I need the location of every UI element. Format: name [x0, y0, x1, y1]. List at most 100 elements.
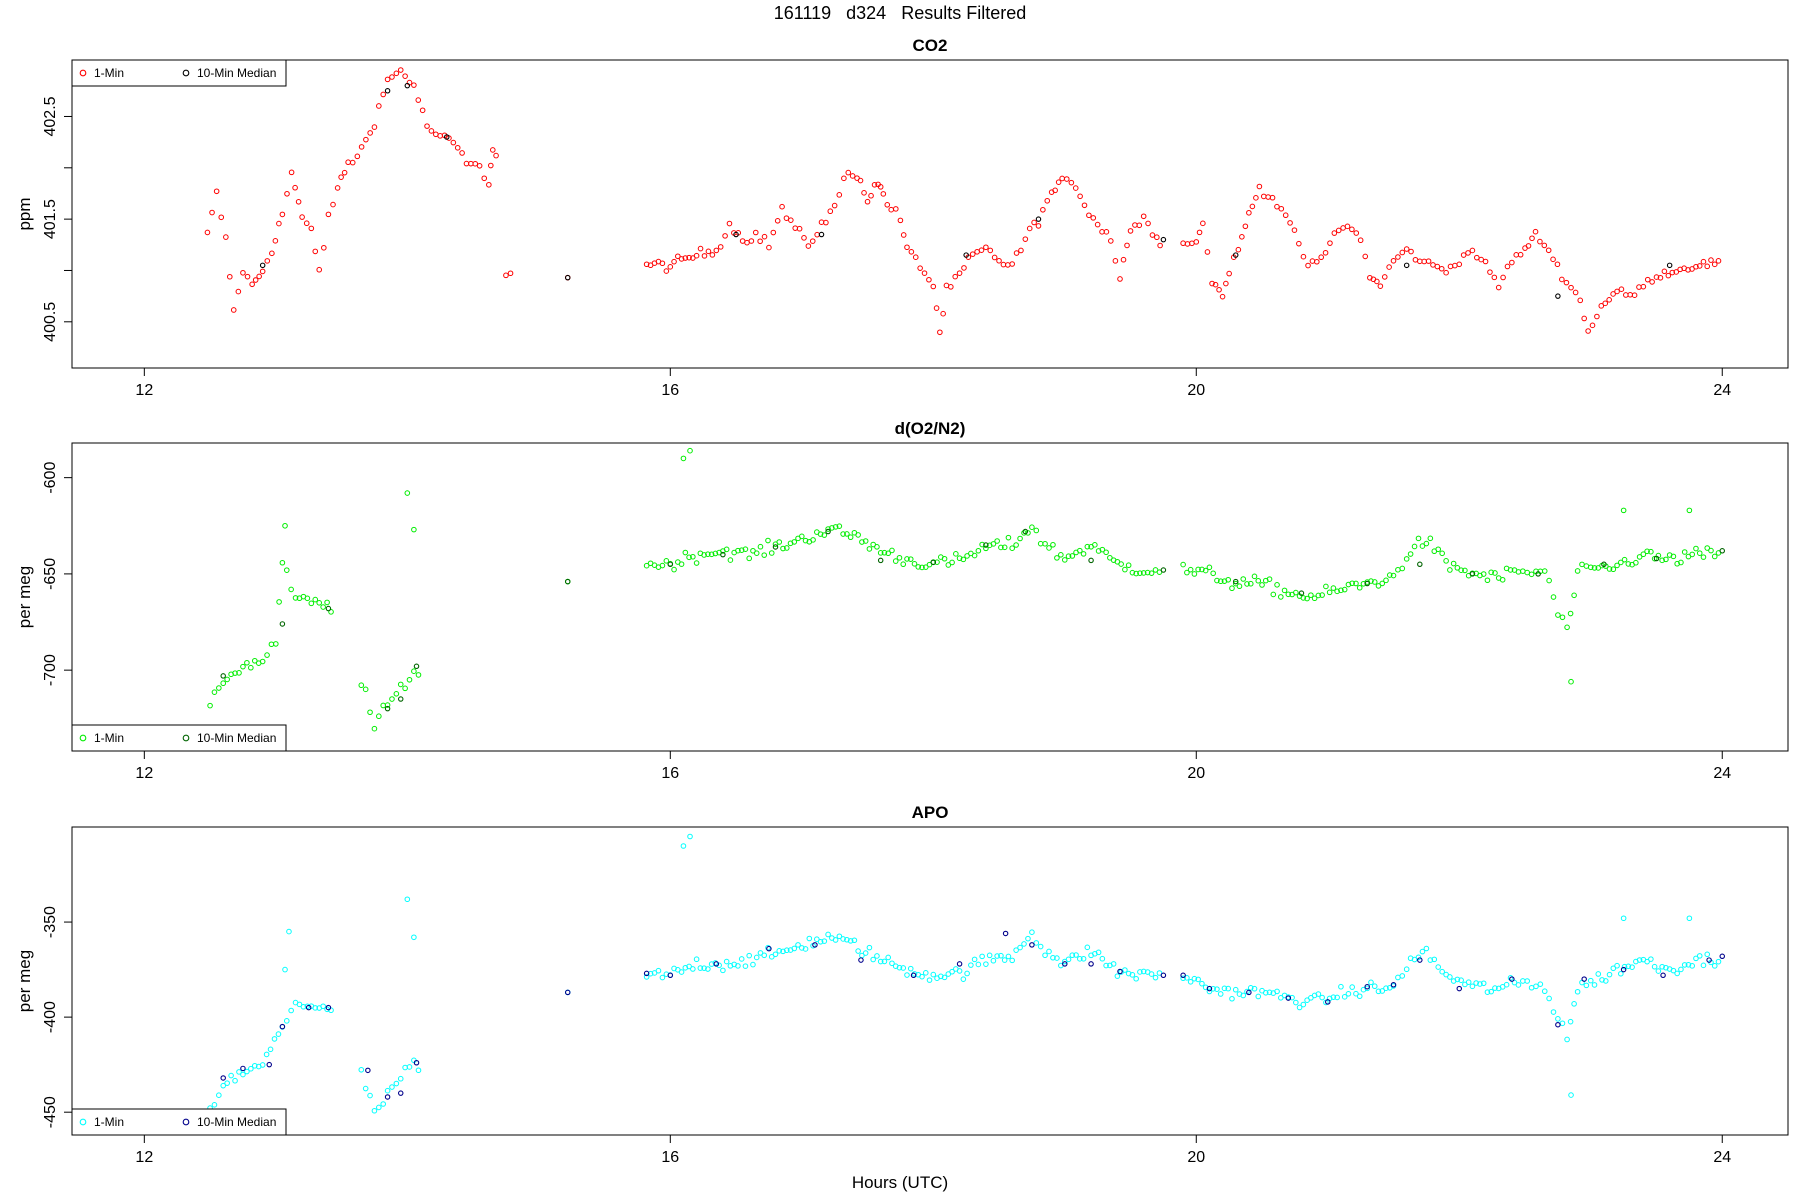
data-point	[402, 685, 408, 692]
data-point	[1210, 570, 1216, 577]
data-point	[713, 247, 720, 254]
data-point	[904, 556, 910, 562]
data-point	[1689, 963, 1695, 969]
data-point	[1278, 995, 1284, 1001]
median-point	[1062, 961, 1068, 967]
y-tick-label: 401.5	[42, 199, 59, 239]
data-point	[978, 247, 985, 253]
data-point	[1050, 541, 1056, 548]
median-point	[1390, 982, 1397, 988]
data-point	[1050, 954, 1056, 961]
data-point	[1633, 559, 1639, 566]
data-point	[1681, 549, 1688, 555]
x-tick-label: 16	[661, 1149, 679, 1166]
data-point	[776, 948, 783, 954]
data-point	[705, 248, 712, 255]
data-point	[961, 265, 967, 271]
data-point	[1568, 678, 1574, 685]
data-point	[948, 284, 954, 290]
data-point	[415, 1067, 422, 1074]
data-point	[1120, 256, 1127, 263]
data-point	[1515, 569, 1522, 575]
data-point	[840, 531, 846, 537]
median-point	[1653, 555, 1660, 562]
data-point	[705, 551, 711, 557]
data-point	[930, 283, 937, 290]
data-point	[1408, 248, 1414, 255]
data-point	[362, 686, 369, 693]
data-point	[934, 559, 940, 565]
data-point	[1504, 263, 1511, 270]
data-point	[259, 268, 266, 275]
median-point	[910, 972, 917, 979]
data-point	[345, 159, 351, 166]
data-point	[1226, 270, 1232, 277]
data-point	[1033, 940, 1040, 946]
data-point	[1017, 535, 1023, 542]
median-point	[1469, 571, 1476, 577]
data-point	[1614, 962, 1620, 969]
data-point	[798, 945, 805, 951]
data-point	[1377, 283, 1384, 289]
data-point	[1614, 562, 1620, 569]
data-point	[776, 539, 783, 545]
median-point	[1029, 942, 1035, 948]
data-point	[832, 524, 839, 530]
data-point	[847, 534, 854, 541]
data-point	[857, 177, 864, 184]
data-point	[1435, 964, 1442, 970]
data-point	[1636, 284, 1642, 290]
median-point	[1666, 262, 1673, 269]
data-point	[1278, 205, 1285, 212]
data-point	[1599, 977, 1605, 983]
data-point	[1381, 274, 1388, 280]
median-point	[384, 705, 391, 712]
data-point	[1338, 587, 1344, 594]
data-point	[1193, 239, 1200, 245]
data-point	[836, 523, 843, 529]
data-point	[224, 1080, 230, 1086]
data-point	[761, 233, 768, 240]
x-tick-label: 20	[1187, 1149, 1205, 1166]
median-point	[564, 578, 571, 585]
data-point	[1386, 572, 1393, 578]
plot-frame	[71, 442, 1789, 752]
data-point	[1434, 263, 1441, 270]
data-point	[1129, 972, 1136, 978]
one-min-points	[204, 67, 1722, 336]
data-point	[1374, 278, 1380, 285]
data-point	[1571, 1001, 1577, 1007]
data-point	[1364, 985, 1371, 992]
median-point	[404, 82, 411, 89]
data-point	[316, 266, 323, 273]
data-point	[1511, 979, 1518, 986]
median-point	[413, 663, 420, 670]
data-point	[1068, 179, 1075, 186]
data-point	[1546, 577, 1552, 584]
data-point	[765, 537, 771, 544]
data-point	[1356, 993, 1363, 1000]
data-point	[251, 1062, 258, 1069]
data-point	[1407, 551, 1414, 557]
data-point	[675, 253, 681, 260]
data-point	[389, 74, 395, 80]
data-point	[489, 147, 496, 153]
data-point	[1217, 991, 1224, 997]
data-point	[1236, 583, 1243, 590]
data-point	[1399, 973, 1406, 979]
data-point	[671, 566, 677, 573]
data-point	[1334, 994, 1340, 1001]
data-point	[1112, 258, 1119, 264]
data-point	[821, 532, 828, 538]
data-point	[1216, 286, 1222, 293]
data-point	[244, 1068, 250, 1075]
median-point	[713, 961, 720, 967]
data-point	[1541, 988, 1548, 995]
data-point	[244, 659, 250, 666]
data-point	[1447, 974, 1453, 980]
data-point	[1232, 580, 1239, 587]
data-point	[941, 555, 948, 562]
data-point	[1124, 242, 1130, 249]
data-point	[1033, 527, 1040, 534]
data-point	[680, 455, 687, 462]
